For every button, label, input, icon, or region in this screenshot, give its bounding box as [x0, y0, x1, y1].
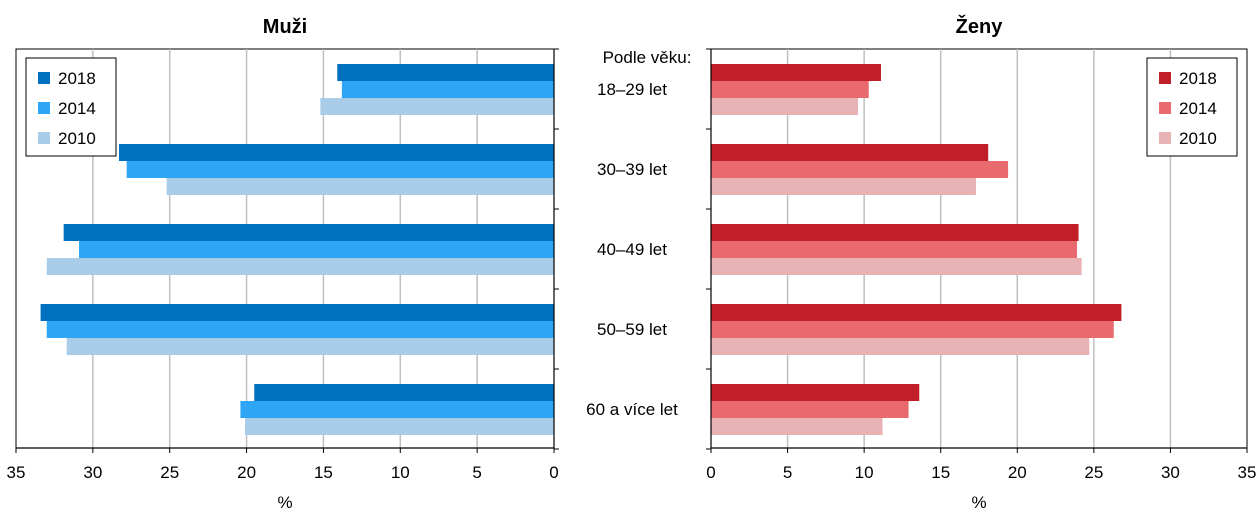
- bar-2018-5: [254, 384, 554, 401]
- chart-title: Ženy: [956, 14, 1004, 38]
- category-label: 60 a více let: [586, 400, 678, 419]
- bar-2010-3: [46, 258, 554, 275]
- x-axis-label: %: [277, 493, 292, 512]
- legend-label-2010: 2010: [58, 129, 96, 148]
- x-tick-label: 35: [7, 463, 26, 482]
- x-tick-label: 30: [83, 463, 102, 482]
- x-tick-label: 10: [391, 463, 410, 482]
- x-tick-label: 5: [472, 463, 481, 482]
- x-tick-label: 5: [783, 463, 792, 482]
- legend-swatch-2014: [38, 102, 50, 114]
- bar-2010-3: [711, 258, 1082, 275]
- age-category-labels: Podle věku: 18–29 let 30–39 let 40–49 let 5…: [586, 48, 691, 419]
- bar-2014-4: [711, 321, 1114, 338]
- legend-swatch-2010: [1159, 132, 1171, 144]
- category-label: 50–59 let: [597, 320, 667, 339]
- women-chart-panel: 0 5 10 15 20 25 30 35 Ženy% 2018 2014 2010: [706, 14, 1256, 512]
- bar-2010-4: [66, 338, 555, 355]
- bar-2010-1: [711, 98, 859, 115]
- category-label: 30–39 let: [597, 160, 667, 179]
- bar-2018-4: [711, 304, 1122, 321]
- bar-2018-3: [63, 224, 554, 241]
- bar-2014-3: [79, 241, 554, 258]
- men-chart-panel: 35 30 25 20 15 10 5 0 Muži% 2018 2014 2010: [7, 16, 559, 512]
- bar-2010-5: [245, 418, 554, 435]
- chart-title: Muži: [263, 16, 307, 38]
- legend-swatch-2018: [38, 72, 50, 84]
- legend-swatch-2010: [38, 132, 50, 144]
- x-tick-label: 25: [1084, 463, 1103, 482]
- category-label: 40–49 let: [597, 240, 667, 259]
- legend-label-2014: 2014: [1179, 99, 1217, 118]
- legend-label-2014: 2014: [58, 99, 96, 118]
- bar-2018-2: [118, 144, 554, 161]
- x-axis-label: %: [971, 493, 986, 512]
- bar-2010-2: [711, 178, 976, 195]
- legend: 2018 2014 2010: [1146, 57, 1238, 157]
- legend-label-2018: 2018: [58, 69, 96, 88]
- x-tick-label: 0: [706, 463, 715, 482]
- x-tick-label: 10: [855, 463, 874, 482]
- legend-swatch-2014: [1159, 102, 1171, 114]
- bar-2014-1: [711, 81, 869, 98]
- bar-2014-5: [711, 401, 909, 418]
- x-tick-label: 15: [931, 463, 950, 482]
- bar-2018-5: [711, 384, 920, 401]
- bar-2018-4: [40, 304, 554, 321]
- x-tick-label: 35: [1238, 463, 1257, 482]
- x-tick-label: 20: [237, 463, 256, 482]
- x-tick-label: 30: [1161, 463, 1180, 482]
- legend-label-2010: 2010: [1179, 129, 1217, 148]
- bar-2018-1: [337, 64, 554, 81]
- legend-label-2018: 2018: [1179, 69, 1217, 88]
- bar-2014-5: [240, 401, 554, 418]
- bar-2010-4: [711, 338, 1090, 355]
- x-tick-label: 20: [1008, 463, 1027, 482]
- x-tick-label: 0: [549, 463, 558, 482]
- bar-2014-4: [46, 321, 554, 338]
- bar-2014-2: [711, 161, 1009, 178]
- bar-2018-3: [711, 224, 1079, 241]
- bar-2014-2: [126, 161, 554, 178]
- x-tick-label: 25: [160, 463, 179, 482]
- x-tick-label: 15: [314, 463, 333, 482]
- bar-2010-5: [711, 418, 883, 435]
- category-label: 18–29 let: [597, 80, 667, 99]
- bar-2010-2: [166, 178, 554, 195]
- bar-2010-1: [320, 98, 554, 115]
- bar-2014-1: [341, 81, 554, 98]
- category-header: Podle věku:: [603, 48, 692, 67]
- bar-2014-3: [711, 241, 1078, 258]
- legend-swatch-2018: [1159, 72, 1171, 84]
- bar-2018-2: [711, 144, 989, 161]
- bar-2018-1: [711, 64, 881, 81]
- legend: 2018 2014 2010: [25, 57, 117, 157]
